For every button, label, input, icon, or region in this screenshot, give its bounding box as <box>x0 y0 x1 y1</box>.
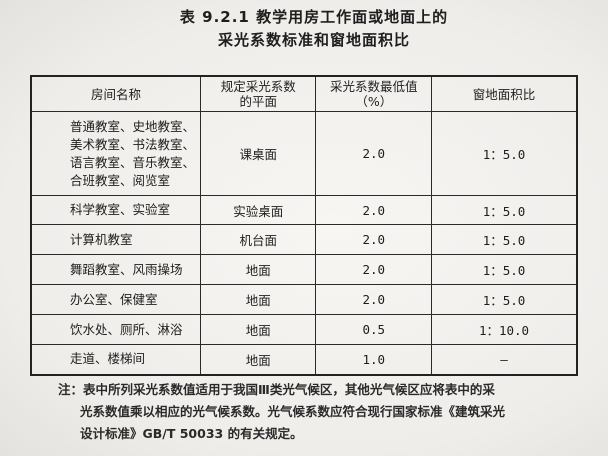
table-row: 走道、楼梯间 地面 1.0— <box>30 344 578 375</box>
reference-plane: 课桌面 <box>199 111 317 196</box>
daylight-factor: 2.0 <box>315 195 433 225</box>
reference-plane: 地面 <box>199 284 317 315</box>
room-name: 计算机教室 <box>30 224 201 255</box>
room-name: 普通教室、史地教室、 美术教室、书法教室、 语言教室、音乐教室、 合班教室、阅览… <box>30 111 201 196</box>
room-name: 办公室、保健室 <box>30 284 201 315</box>
daylight-table: 房间名称 规定采光系数 的平面 采光系数最低值 （%） 窗地面积比 普通教室、史地教室… <box>30 75 578 376</box>
reference-plane: 地面 <box>199 314 317 345</box>
reference-plane: 机台面 <box>199 224 317 255</box>
table-row: 饮水处、厕所、淋浴 地面 0.5 1：10.0 <box>30 314 578 345</box>
window-floor-ratio: 1：5.0 <box>431 284 578 315</box>
table-subtitle: 采光系数标准和窗地面积比 <box>217 31 410 49</box>
window-floor-ratio: 1：5.0 <box>431 195 578 225</box>
daylight-factor: 2.0 <box>315 111 433 196</box>
table-row: 舞蹈教室、风雨操场 地面 2.0 1：5.0 <box>30 254 578 285</box>
window-floor-ratio: 1：5.0 <box>431 224 578 255</box>
table-row: 计算机教室 机台面 2.0 1：5.0 <box>30 224 578 255</box>
column-header: 房间名称 <box>30 75 201 112</box>
reference-plane: 实验桌面 <box>199 195 317 225</box>
room-name: 舞蹈教室、风雨操场 <box>30 254 201 285</box>
daylight-factor: 2.0 <box>315 224 433 255</box>
reference-plane: 地面 <box>199 254 317 285</box>
note-line: 光系数值乘以相应的光气候系数。光气候系数应符合现行国家标准《建筑采光 <box>80 404 506 419</box>
daylight-factor: 0.5 <box>315 314 433 345</box>
daylight-factor: 2.0 <box>315 284 433 315</box>
window-floor-ratio: — <box>431 344 578 375</box>
table-title: 表 9.2.1 教学用房工作面或地面上的 <box>179 8 449 26</box>
reference-plane: 地面 <box>199 344 317 375</box>
column-header: 采光系数最低值 （%） <box>315 75 433 112</box>
note-line: 设计标准》GB/T 50033 的有关规定。 <box>80 426 303 441</box>
header-row: 房间名称 规定采光系数 的平面 采光系数最低值 （%） 窗地面积比 <box>30 75 578 112</box>
table-note: 注：表中所列采光系数值适用于我国Ⅲ类光气候区，其他光气候区应将表中的采 光系数值… <box>58 379 578 445</box>
window-floor-ratio: 1：10.0 <box>431 314 578 345</box>
room-name: 饮水处、厕所、淋浴 <box>30 314 201 345</box>
table-row: 科学教室、实验室 实验桌面 2.0 1：5.0 <box>30 195 578 225</box>
column-header: 规定采光系数 的平面 <box>199 75 317 112</box>
table-row: 办公室、保健室 地面 2.0 1：5.0 <box>30 284 578 315</box>
table-row: 普通教室、史地教室、 美术教室、书法教室、 语言教室、音乐教室、 合班教室、阅览… <box>30 111 578 196</box>
daylight-factor: 2.0 <box>315 254 433 285</box>
room-name: 走道、楼梯间 <box>30 344 201 375</box>
room-name: 科学教室、实验室 <box>30 195 201 225</box>
column-header: 窗地面积比 <box>431 75 578 112</box>
window-floor-ratio: 1：5.0 <box>431 254 578 285</box>
note-line: 注：表中所列采光系数值适用于我国Ⅲ类光气候区，其他光气候区应将表中的采 <box>58 382 495 397</box>
window-floor-ratio: 1：5.0 <box>431 111 578 196</box>
daylight-factor: 1.0 <box>315 344 433 375</box>
